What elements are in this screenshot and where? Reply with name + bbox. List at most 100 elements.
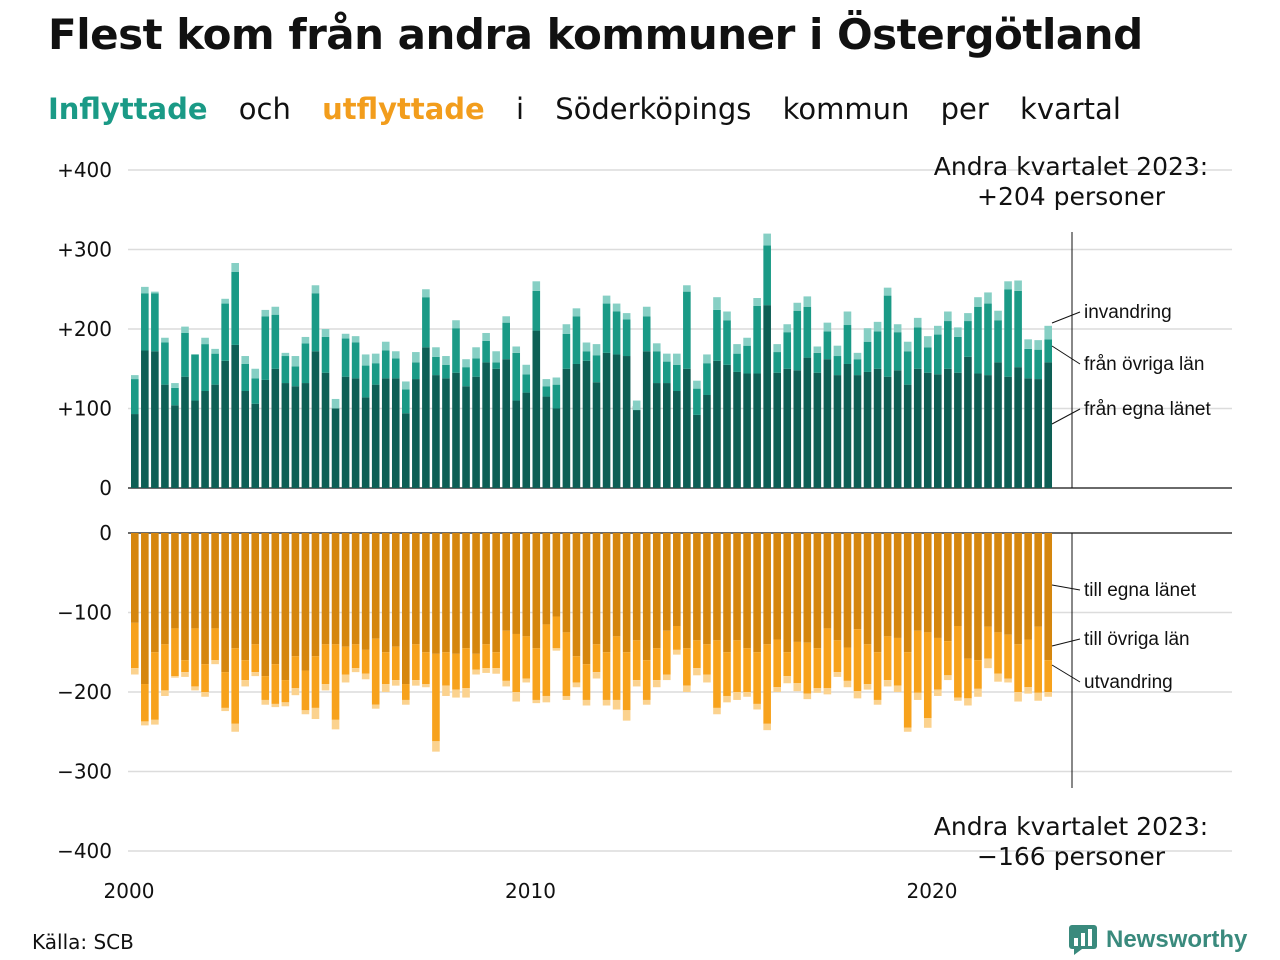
bar-segment: [311, 293, 320, 352]
bar-segment: [602, 533, 611, 653]
bar-segment: [733, 640, 741, 692]
bar-segment: [321, 372, 330, 488]
bar-segment: [532, 330, 541, 488]
bar-segment: [341, 333, 350, 339]
bar-segment: [562, 368, 571, 488]
bar-segment: [562, 333, 571, 369]
bar-segment: [151, 291, 159, 294]
bar-segment: [522, 392, 531, 488]
bar-segment: [381, 684, 390, 692]
bar-segment: [251, 533, 260, 645]
bar-segment: [703, 674, 711, 683]
bar-segment: [572, 682, 581, 688]
bar-segment: [181, 376, 189, 488]
bar-segment: [522, 636, 531, 679]
bar-segment: [462, 367, 470, 387]
bar-segment: [773, 372, 781, 488]
bar-segment: [964, 321, 972, 357]
bar-segment: [251, 644, 260, 673]
bar-segment: [923, 336, 932, 348]
bar-segment: [512, 692, 521, 702]
bar-segment: [813, 372, 822, 488]
bar-segment: [131, 622, 139, 669]
bar-segment: [662, 630, 671, 675]
bar-segment: [713, 360, 721, 488]
bar-segment: [642, 699, 651, 705]
bar-segment: [853, 629, 862, 692]
bar-segment: [893, 332, 902, 371]
bar-segment: [974, 373, 982, 488]
bar-segment: [693, 533, 701, 641]
bar-segment: [793, 683, 802, 692]
bar-segment: [472, 653, 480, 670]
y-tick-label: +100: [57, 397, 112, 421]
bar-segment: [512, 352, 521, 401]
bar-segment: [361, 354, 370, 366]
bar-segment: [402, 533, 410, 685]
bar-segment: [131, 379, 139, 415]
bar-segment: [422, 289, 430, 298]
bar-segment: [923, 372, 932, 488]
series-label: invandring: [1084, 302, 1172, 323]
bar-segment: [733, 692, 741, 700]
bar-segment: [853, 352, 862, 360]
bar-segment: [422, 684, 430, 688]
bar-segment: [843, 680, 852, 688]
series-label: till övriga län: [1084, 629, 1190, 650]
bar-segment: [522, 533, 531, 637]
bar-segment: [412, 362, 420, 380]
bar-segment: [371, 353, 380, 364]
y-tick-label: 0: [99, 521, 112, 545]
bar-segment: [452, 689, 460, 698]
bar-segment: [181, 326, 189, 333]
bar-segment: [552, 384, 561, 409]
bar-segment: [612, 303, 621, 312]
bar-segment: [964, 356, 972, 488]
bar-segment: [141, 350, 149, 488]
bar-segment: [391, 358, 400, 379]
bar-segment: [291, 356, 300, 367]
bar-segment: [592, 382, 601, 488]
bar-segment: [261, 316, 270, 380]
bar-segment: [1044, 692, 1053, 697]
bar-segment: [893, 637, 902, 686]
bar-segment: [954, 533, 962, 627]
bar-segment: [482, 340, 490, 363]
bar-segment: [351, 668, 360, 673]
bar-segment: [452, 653, 460, 690]
bar-segment: [642, 306, 651, 317]
bar-segment: [181, 660, 189, 673]
bar-segment: [813, 352, 822, 373]
brand-name: Newsworthy: [1106, 926, 1248, 953]
bar-segment: [964, 533, 972, 659]
bar-segment: [381, 350, 390, 379]
bar-segment: [562, 533, 571, 633]
bar-segment: [351, 336, 360, 343]
bar-segment: [873, 699, 882, 705]
bar-segment: [281, 533, 290, 681]
bar-segment: [1024, 687, 1032, 694]
bar-segment: [512, 533, 521, 634]
bar-segment: [1024, 348, 1032, 379]
bar-segment: [1044, 325, 1053, 340]
bar-segment: [1024, 533, 1032, 640]
bar-segment: [723, 364, 731, 488]
bar-segment: [131, 533, 139, 623]
bar-segment: [853, 359, 862, 376]
bar-segment: [934, 689, 942, 696]
bar-segment: [391, 680, 400, 686]
bar-segment: [642, 351, 651, 488]
bar-segment: [331, 719, 340, 730]
bar-segment: [161, 533, 169, 645]
bar-segment: [141, 721, 149, 726]
bar-segment: [241, 660, 250, 681]
annotation-text: Andra kvartalet 2023:: [934, 812, 1208, 841]
bar-segment: [442, 356, 450, 365]
bar-segment: [713, 297, 721, 310]
y-tick-label: −300: [57, 760, 112, 784]
bar-segment: [522, 374, 531, 393]
bar-segment: [954, 336, 962, 373]
bar-segment: [452, 533, 460, 654]
bar-segment: [753, 298, 761, 306]
